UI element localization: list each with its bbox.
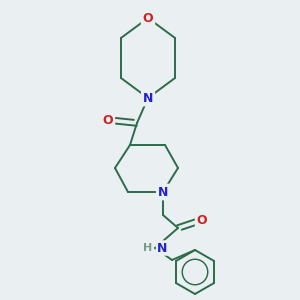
Text: N: N xyxy=(157,242,167,254)
Text: O: O xyxy=(143,11,153,25)
Text: O: O xyxy=(103,113,113,127)
Text: O: O xyxy=(197,214,207,226)
Text: H: H xyxy=(143,243,152,253)
Text: N: N xyxy=(158,185,168,199)
Text: N: N xyxy=(143,92,153,104)
